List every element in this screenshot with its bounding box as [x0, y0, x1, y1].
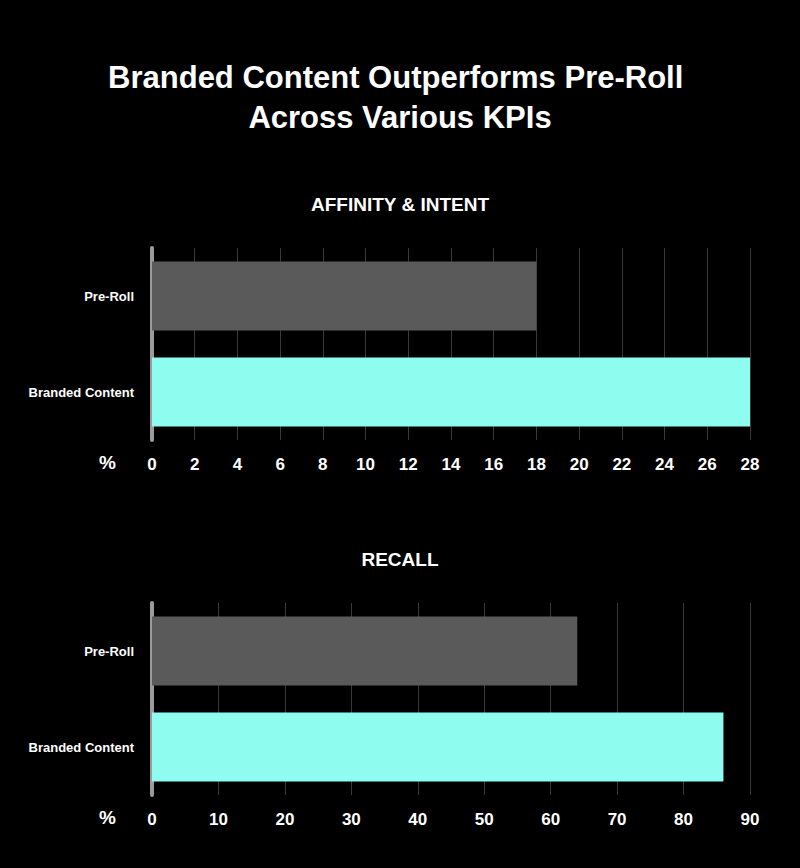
svg-text:0: 0	[147, 810, 156, 829]
svg-text:8: 8	[318, 455, 327, 474]
svg-text:4: 4	[233, 455, 243, 474]
svg-text:30: 30	[342, 810, 361, 829]
svg-text:50: 50	[475, 810, 494, 829]
svg-text:Pre-Roll: Pre-Roll	[84, 289, 134, 304]
svg-text:0: 0	[147, 455, 156, 474]
svg-text:12: 12	[399, 455, 418, 474]
svg-text:18: 18	[527, 455, 546, 474]
svg-text:10: 10	[356, 455, 375, 474]
svg-text:14: 14	[442, 455, 461, 474]
svg-text:40: 40	[408, 810, 427, 829]
svg-text:26: 26	[698, 455, 717, 474]
svg-text:Pre-Roll: Pre-Roll	[84, 644, 134, 659]
svg-text:20: 20	[570, 455, 589, 474]
svg-text:70: 70	[608, 810, 627, 829]
svg-text:60: 60	[541, 810, 560, 829]
svg-text:16: 16	[484, 455, 503, 474]
svg-text:90: 90	[741, 810, 760, 829]
svg-text:80: 80	[674, 810, 693, 829]
svg-text:%: %	[99, 452, 116, 473]
svg-text:22: 22	[612, 455, 631, 474]
svg-text:28: 28	[741, 455, 760, 474]
svg-text:Branded Content: Branded Content	[29, 740, 135, 755]
svg-text:20: 20	[275, 810, 294, 829]
svg-text:AFFINITY & INTENT: AFFINITY & INTENT	[311, 194, 489, 215]
svg-text:24: 24	[655, 455, 674, 474]
svg-text:6: 6	[275, 455, 284, 474]
svg-text:Branded Content: Branded Content	[29, 385, 135, 400]
svg-text:%: %	[99, 807, 116, 828]
svg-text:2: 2	[190, 455, 199, 474]
svg-text:RECALL: RECALL	[361, 549, 438, 570]
svg-text:Branded Content Outperforms Pr: Branded Content Outperforms Pre-Roll	[108, 60, 692, 95]
svg-text:Across Various KPIs: Across Various KPIs	[248, 100, 551, 135]
svg-text:10: 10	[209, 810, 228, 829]
